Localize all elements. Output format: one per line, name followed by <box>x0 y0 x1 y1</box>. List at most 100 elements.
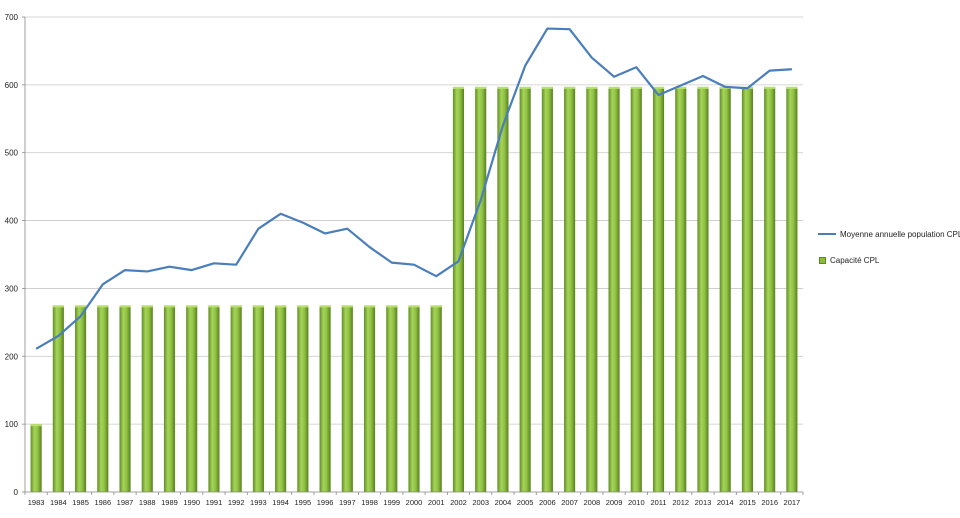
y-tick-label-400: 400 <box>5 217 19 226</box>
x-tick-label-1991: 1991 <box>206 498 223 507</box>
bar-top-2005 <box>520 87 531 89</box>
legend-bar-swatch <box>819 257 826 264</box>
bar-1993 <box>253 305 264 492</box>
bar-top-2002 <box>453 87 464 89</box>
bar-top-2000 <box>408 305 419 307</box>
legend-entry-bar: Capacité CPL <box>818 254 960 266</box>
x-tick-label-1987: 1987 <box>117 498 134 507</box>
y-tick-label-300: 300 <box>5 284 19 293</box>
bar-2011 <box>653 87 664 492</box>
bar-2001 <box>431 305 442 492</box>
bar-top-2017 <box>786 87 797 89</box>
x-tick-label-2002: 2002 <box>450 498 467 507</box>
bar-top-1993 <box>253 305 264 307</box>
x-tick-label-1995: 1995 <box>295 498 312 507</box>
bar-2013 <box>697 87 708 492</box>
y-tick-label-500: 500 <box>5 149 19 158</box>
x-tick-label-1998: 1998 <box>361 498 378 507</box>
bar-top-1984 <box>53 305 64 307</box>
bar-2002 <box>453 87 464 492</box>
bar-top-1990 <box>186 305 197 307</box>
bar-1986 <box>97 305 108 492</box>
bar-top-2016 <box>764 87 775 89</box>
bar-2000 <box>408 305 419 492</box>
x-tick-label-2016: 2016 <box>761 498 778 507</box>
x-tick-label-2000: 2000 <box>406 498 423 507</box>
x-tick-label-2008: 2008 <box>583 498 600 507</box>
x-tick-label-2006: 2006 <box>539 498 556 507</box>
x-tick-label-1989: 1989 <box>161 498 178 507</box>
x-tick-label-1988: 1988 <box>139 498 156 507</box>
bar-top-2010 <box>631 87 642 89</box>
y-tick-label-600: 600 <box>5 81 19 90</box>
bar-top-1994 <box>275 305 286 307</box>
bar-top-1986 <box>97 305 108 307</box>
bar-top-1983 <box>31 424 42 426</box>
bar-1988 <box>142 305 153 492</box>
x-tick-label-1993: 1993 <box>250 498 267 507</box>
bar-2007 <box>564 87 575 492</box>
legend: Moyenne annuelle population CPL Capacité… <box>818 228 960 280</box>
legend-bar-label: Capacité CPL <box>830 256 879 265</box>
bar-top-2003 <box>475 87 486 89</box>
x-tick-label-1984: 1984 <box>50 498 67 507</box>
bar-top-2008 <box>586 87 597 89</box>
bar-2010 <box>631 87 642 492</box>
bar-1997 <box>342 305 353 492</box>
x-tick-label-1992: 1992 <box>228 498 245 507</box>
x-tick-label-2014: 2014 <box>717 498 734 507</box>
y-tick-label-0: 0 <box>14 488 19 497</box>
bar-top-1995 <box>297 305 308 307</box>
x-tick-label-2005: 2005 <box>517 498 534 507</box>
x-tick-label-2009: 2009 <box>606 498 623 507</box>
bar-2012 <box>675 87 686 492</box>
x-tick-label-1990: 1990 <box>183 498 200 507</box>
bar-top-1991 <box>208 305 219 307</box>
bar-2008 <box>586 87 597 492</box>
bar-top-1988 <box>142 305 153 307</box>
bar-top-2007 <box>564 87 575 89</box>
x-tick-label-1983: 1983 <box>28 498 45 507</box>
bar-2009 <box>609 87 620 492</box>
bar-1989 <box>164 305 175 492</box>
bar-1994 <box>275 305 286 492</box>
bar-2006 <box>542 87 553 492</box>
y-tick-label-200: 200 <box>5 352 19 361</box>
bar-2004 <box>497 87 508 492</box>
legend-line-label: Moyenne annuelle population CPL <box>840 230 960 239</box>
x-tick-label-2013: 2013 <box>695 498 712 507</box>
bar-1995 <box>297 305 308 492</box>
bar-top-2004 <box>497 87 508 89</box>
bar-top-1989 <box>164 305 175 307</box>
bar-top-1987 <box>119 305 130 307</box>
x-tick-label-2003: 2003 <box>472 498 489 507</box>
bar-2017 <box>786 87 797 492</box>
bar-top-1996 <box>320 305 331 307</box>
bar-1996 <box>320 305 331 492</box>
x-tick-label-1985: 1985 <box>72 498 89 507</box>
x-tick-label-1997: 1997 <box>339 498 356 507</box>
bar-2014 <box>720 87 731 492</box>
bar-2003 <box>475 87 486 492</box>
bar-1991 <box>208 305 219 492</box>
bar-2005 <box>520 87 531 492</box>
bar-1998 <box>364 305 375 492</box>
y-tick-label-700: 700 <box>5 13 19 22</box>
legend-entry-line: Moyenne annuelle population CPL <box>818 228 960 240</box>
y-tick-label-100: 100 <box>5 420 19 429</box>
x-tick-label-2015: 2015 <box>739 498 756 507</box>
x-tick-label-2011: 2011 <box>650 498 666 507</box>
bar-series <box>31 87 798 492</box>
bar-1985 <box>75 305 86 492</box>
x-tick-label-1999: 1999 <box>383 498 400 507</box>
bar-top-1999 <box>386 305 397 307</box>
bar-1990 <box>186 305 197 492</box>
bar-2015 <box>742 87 753 492</box>
bar-top-2013 <box>697 87 708 89</box>
bar-top-2006 <box>542 87 553 89</box>
bar-top-2009 <box>609 87 620 89</box>
bar-2016 <box>764 87 775 492</box>
bar-top-2001 <box>431 305 442 307</box>
